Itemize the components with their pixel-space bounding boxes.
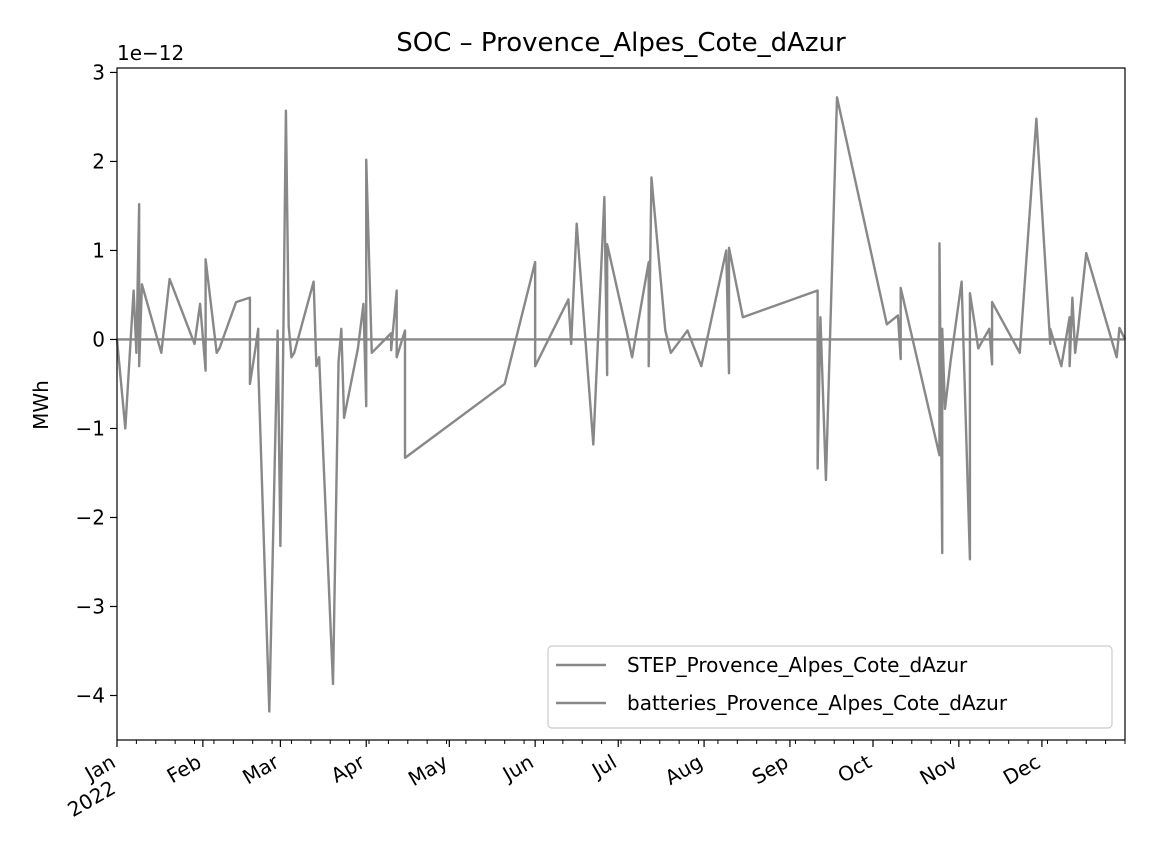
y-tick-label: −2 <box>76 505 105 529</box>
y-axis-label: MWh <box>29 380 53 430</box>
y-tick-label: −4 <box>76 683 105 707</box>
legend-box <box>547 645 1113 729</box>
y-tick-label: −3 <box>76 594 105 618</box>
plot-area <box>115 96 1127 713</box>
chart-title: SOC – Provence_Alpes_Cote_dAzur <box>396 28 846 58</box>
y-tick-label: 3 <box>92 60 105 84</box>
y-tick-label: 0 <box>92 327 105 351</box>
y-axis: 3 2 1 0 −1 −2 −3 −4 <box>76 60 117 707</box>
legend-label-step: STEP_Provence_Alpes_Cote_dAzur <box>627 653 968 677</box>
legend-label-batteries: batteries_Provence_Alpes_Cote_dAzur <box>627 691 1008 715</box>
y-tick-label: 2 <box>92 149 105 173</box>
y-offset-label: 1e−12 <box>117 41 184 65</box>
y-tick-label: −1 <box>76 416 105 440</box>
legend: STEP_Provence_Alpes_Cote_dAzur batteries… <box>547 645 1113 729</box>
series-line-batteries <box>115 96 1127 713</box>
y-tick-label: 1 <box>92 238 105 262</box>
